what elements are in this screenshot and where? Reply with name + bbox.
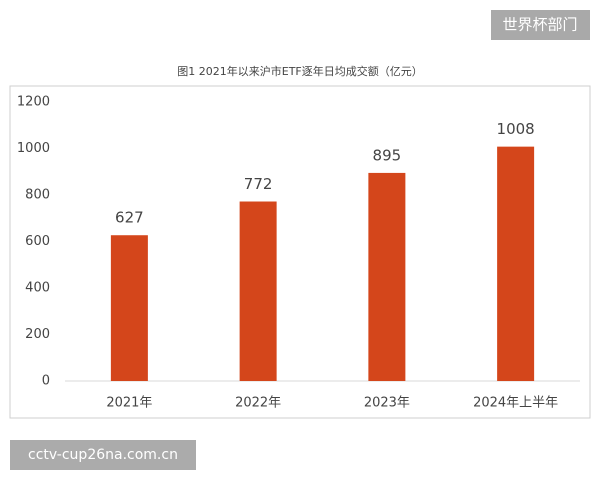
y-tick-label: 200 <box>25 327 50 342</box>
y-tick-label: 400 <box>25 281 50 296</box>
bar <box>368 172 406 381</box>
top-badge-bg <box>491 10 590 40</box>
top-badge: 世界杯部门 <box>502 16 577 34</box>
x-tick-label: 2024年上半年 <box>473 396 558 411</box>
value-label: 627 <box>115 209 144 227</box>
value-label: 895 <box>373 146 402 164</box>
chart-title: 图1 2021年以来沪市ETF逐年日均成交额（亿元） <box>177 64 423 78</box>
bar <box>239 201 277 381</box>
y-tick-label: 1200 <box>17 95 50 110</box>
y-tick-label: 1000 <box>17 141 50 156</box>
value-label: 772 <box>244 175 273 193</box>
y-tick-label: 600 <box>25 234 50 249</box>
y-tick-label: 800 <box>25 188 50 203</box>
x-tick-label: 2023年 <box>364 396 410 411</box>
x-tick-label: 2022年 <box>235 396 281 411</box>
bottom-badge-bg <box>10 440 196 470</box>
chart-frame <box>9 85 591 419</box>
y-tick-label: 0 <box>42 374 50 389</box>
x-tick-label: 2021年 <box>106 396 152 411</box>
bar <box>110 235 148 381</box>
value-label: 1008 <box>497 120 535 138</box>
bottom-badge: cctv-cup26na.com.cn <box>28 447 178 463</box>
bar <box>497 146 535 381</box>
